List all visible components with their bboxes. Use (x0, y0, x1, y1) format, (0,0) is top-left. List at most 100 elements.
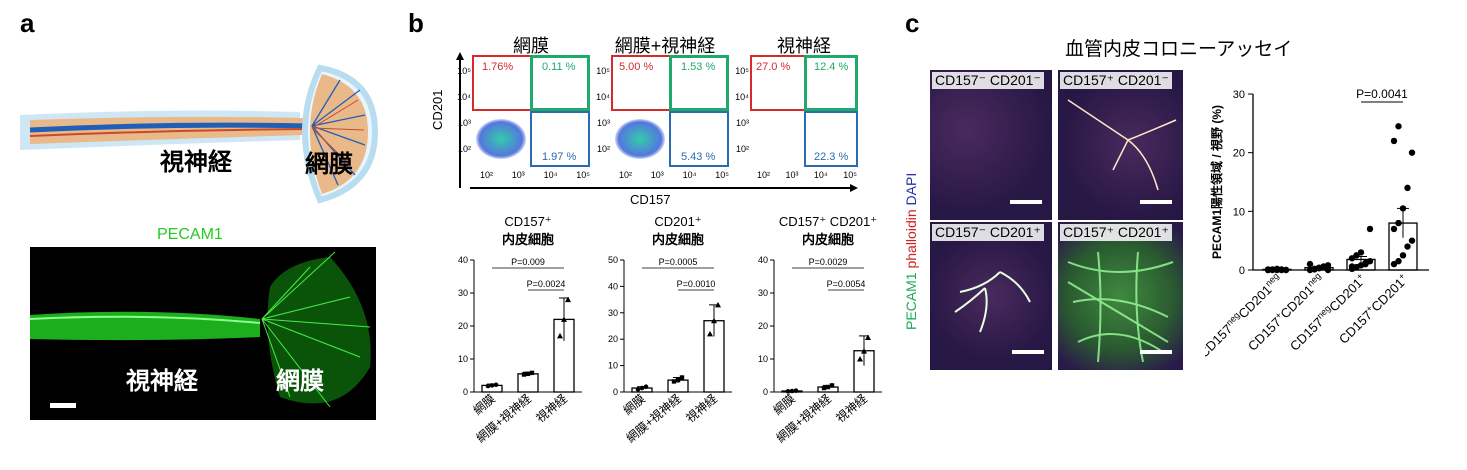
data-point (1399, 205, 1407, 212)
flow-axes (456, 52, 858, 192)
chart-title-line: CD201⁺ (654, 214, 701, 229)
data-point (671, 379, 677, 384)
data-point (1404, 243, 1411, 250)
pct-lr-2: 5.43 % (681, 151, 716, 163)
p-value-label: P=0.0041 (1356, 87, 1408, 101)
data-point (1366, 225, 1374, 233)
flow-xticks-3: 10² 10³ 10⁴ 10⁵ (757, 170, 857, 180)
p-value-label: P=0.0024 (527, 279, 566, 289)
data-point (493, 382, 499, 388)
nerve-vessel (29, 122, 311, 133)
data-point (635, 387, 641, 392)
y-tick-label: 30 (458, 288, 468, 298)
p-value-label: P=0.0054 (827, 279, 866, 289)
pecam1-title: PECAM1 (157, 226, 223, 243)
retina-signal (267, 257, 371, 404)
gate-ur (669, 55, 729, 111)
flow-y-axis-label: CD201 (430, 89, 445, 130)
y-tick-label: 30 (608, 308, 618, 318)
data-point (639, 385, 645, 391)
data-point (829, 383, 835, 388)
data-point (1390, 137, 1398, 145)
pecam1-fluorescence-image: 視神経 網膜 (30, 247, 376, 420)
data-point (525, 371, 531, 377)
scale-bar (1140, 350, 1172, 354)
pct-ur-3: 12.4 % (814, 61, 849, 73)
chart-title-line: CD157⁺ CD201⁺ (779, 214, 877, 229)
data-point (711, 317, 717, 324)
scale-bar (1012, 350, 1044, 354)
y-axis-label: PECAM1陽性領域 / 視野 (%) (1209, 105, 1224, 259)
data-point (1306, 260, 1314, 268)
x-category-label: 網膜 (771, 392, 798, 418)
schematic-label-retina: 網膜 (305, 151, 353, 178)
micrograph-pos-neg: CD157⁺ CD201⁻ (1058, 70, 1183, 220)
schematic-label-optic-nerve: 視神経 (159, 148, 233, 176)
fluor-label-optic-nerve: 視神経 (126, 368, 198, 395)
micrograph-neg-neg: CD157⁻ CD201⁻ (930, 70, 1052, 220)
gate-lr (804, 111, 858, 167)
data-point (857, 356, 863, 362)
pct-ur-2: 1.53 % (681, 61, 716, 73)
cell-cluster (615, 119, 665, 159)
flow-xticks-2: 10² 10³ 10⁴ 10⁵ (619, 170, 729, 180)
data-point (1320, 263, 1327, 270)
pct-ul-1: 1.76% (482, 61, 514, 73)
p-value-label: P=0.0010 (677, 279, 716, 289)
y-tick-label: 40 (608, 281, 618, 291)
data-point (789, 388, 795, 394)
data-point (1408, 237, 1416, 244)
data-point (643, 384, 649, 390)
micrograph-neg-pos: CD157⁻ CD201⁺ (930, 222, 1052, 370)
data-point (1324, 266, 1332, 274)
flow-title-3: 視神経 (777, 36, 831, 56)
flow-yticks-3: 10⁵ 10⁴ 10³ 10² (735, 66, 749, 154)
flow-title-2: 網膜+視神経 (614, 36, 716, 56)
data-point (861, 348, 867, 354)
data-point (793, 388, 799, 393)
data-point (707, 330, 713, 337)
data-point (565, 296, 571, 303)
gate-ur (530, 55, 590, 111)
data-point (489, 383, 495, 388)
data-point (1404, 184, 1411, 192)
scale-bar (1140, 200, 1172, 204)
pct-lr-3: 22.3 % (814, 151, 849, 163)
gate-lr (669, 111, 729, 167)
x-category-label: 視神経 (533, 391, 570, 426)
flow-yticks-1: 10⁵ 10⁴ 10³ 10² (457, 66, 471, 154)
x-category-label: 網膜 (471, 392, 498, 418)
pct-ul-2: 5.00 % (619, 61, 654, 73)
y-tick-label: 40 (458, 255, 468, 265)
data-point (1395, 123, 1402, 130)
data-point (821, 385, 827, 391)
panel-letter-b: b (408, 8, 424, 38)
y-tick-label: 0 (463, 387, 468, 397)
bar (517, 373, 539, 393)
y-tick-label: 20 (458, 321, 468, 331)
data-point (1282, 266, 1290, 274)
y-tick-label: 40 (758, 255, 768, 265)
data-point (529, 370, 535, 376)
data-point (785, 389, 791, 394)
data-point (679, 375, 685, 380)
retina-schematic: 視神経 網膜 (20, 64, 379, 204)
cell-cluster (476, 119, 526, 159)
retina-cup (310, 74, 368, 194)
stain-legend: PECAM1 phalloidin DAPI (903, 172, 919, 330)
y-tick-label: 20 (1233, 148, 1245, 160)
data-point (1348, 263, 1356, 270)
y-tick-label: 0 (763, 387, 768, 397)
data-point (485, 383, 491, 389)
flow-x-axis-label: CD157 (630, 192, 671, 207)
x-category-label: CD157negCD201+ (1286, 271, 1369, 354)
data-point (1264, 266, 1272, 274)
data-point (521, 372, 527, 377)
y-tick-label: 0 (1239, 265, 1245, 277)
micro-label-1: CD157⁻ CD201⁻ (932, 72, 1044, 89)
scale-bar (1010, 200, 1042, 204)
chart-title-line: CD157⁺ (504, 214, 551, 229)
